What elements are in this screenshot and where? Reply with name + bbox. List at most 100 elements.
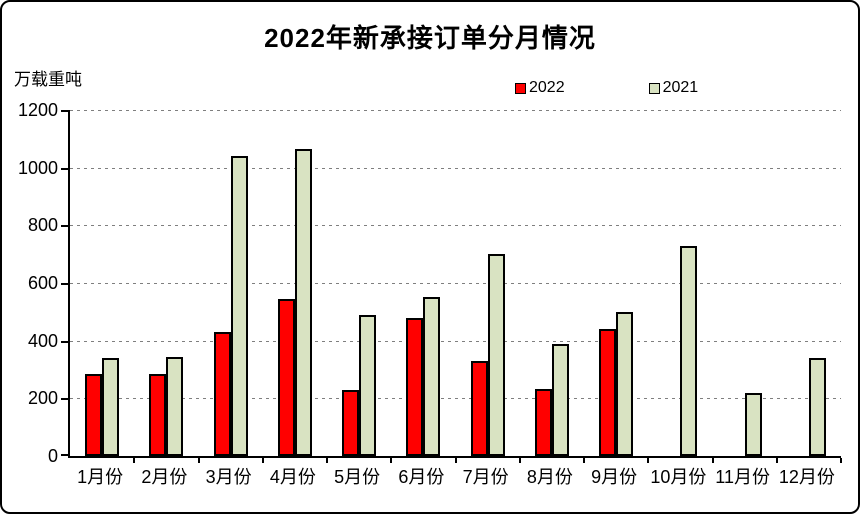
- bar-group: [728, 393, 762, 456]
- bar-2021: [166, 357, 184, 456]
- bar-2021: [487, 254, 505, 456]
- x-axis-tick: [454, 458, 457, 463]
- x-axis-tick: [840, 458, 842, 463]
- bar-group: [213, 156, 248, 456]
- bar-group: [406, 297, 441, 456]
- x-axis-label: 11月份: [715, 467, 770, 487]
- bar-2021: [423, 297, 441, 456]
- y-tick-label: 800: [27, 215, 58, 236]
- bar-group: [792, 357, 826, 456]
- y-tick-label: 1200: [17, 100, 58, 120]
- legend-label: 2022: [529, 79, 565, 96]
- gridline-1000: [70, 167, 841, 169]
- bar-group: [599, 311, 634, 456]
- plot-area: [61, 110, 842, 463]
- bar-2022: [599, 329, 617, 456]
- x-axis-label: 6月份: [398, 467, 445, 487]
- legend-swatch-2021: [648, 82, 660, 94]
- x-axis-tick: [518, 458, 521, 463]
- legend-item-2021: 2021: [648, 79, 699, 97]
- bar-2021: [680, 245, 698, 456]
- bar-2022: [277, 298, 295, 456]
- category-cell: [391, 110, 455, 456]
- y-tick-label: 0: [47, 446, 58, 466]
- category-cell: [648, 110, 712, 456]
- y-tick-label: 400: [27, 330, 58, 351]
- y-tick-label: 600: [27, 273, 58, 293]
- x-axis-label: 9月份: [591, 467, 638, 487]
- bar-group: [663, 245, 698, 456]
- legend-label: 2021: [662, 79, 699, 96]
- y-axis-tick: [61, 340, 68, 343]
- category-cell: [520, 110, 584, 456]
- bar-group: [149, 357, 184, 456]
- x-axis-tick: [390, 458, 393, 463]
- x-axis-tick: [711, 458, 714, 463]
- x-axis-label: 1月份: [77, 467, 124, 487]
- bar-2022: [342, 389, 360, 456]
- bar-2022: [85, 373, 103, 456]
- bar-2022: [213, 332, 231, 456]
- bar-2022: [534, 389, 552, 456]
- bar-group: [342, 314, 377, 456]
- category-cell: [199, 110, 263, 456]
- bar-2021: [294, 148, 312, 456]
- category-cell: [584, 110, 648, 456]
- category-cell: [263, 110, 327, 456]
- x-axis-label: 4月份: [269, 467, 316, 487]
- x-axis-label: 7月份: [462, 467, 509, 487]
- y-axis-tick: [61, 110, 68, 112]
- y-axis-tick: [61, 167, 68, 170]
- bar-2021: [359, 314, 377, 456]
- x-axis-tick: [133, 458, 136, 463]
- x-axis-label: 3月份: [205, 467, 252, 487]
- x-axis-tick: [197, 458, 200, 463]
- bar-group: [470, 254, 505, 456]
- legend-item-2022: 2022: [515, 79, 565, 97]
- gridline-800: [70, 225, 841, 227]
- x-axis-label: 5月份: [334, 467, 381, 487]
- y-tick-label: 1000: [17, 157, 58, 178]
- x-axis-tick: [583, 458, 585, 463]
- bar-group: [534, 343, 569, 456]
- category-cell: [777, 110, 841, 456]
- x-axis-label: 8月份: [526, 467, 573, 487]
- y-axis-tick: [61, 454, 68, 456]
- bar-2021: [616, 311, 634, 456]
- x-axis-tick: [775, 458, 778, 463]
- bar-2021: [808, 357, 826, 456]
- gridline-400: [70, 340, 841, 342]
- y-axis-tick: [61, 225, 68, 228]
- bar-group: [85, 357, 120, 456]
- x-axis-label: 12月份: [778, 467, 835, 487]
- legend: 2022 2021: [515, 79, 698, 97]
- x-axis-label: 2月份: [141, 467, 188, 487]
- y-axis-tick: [61, 283, 68, 285]
- y-axis-tick: [61, 398, 68, 401]
- chart-title: 2022年新承接订单分月情况: [264, 23, 596, 53]
- category-cell: [456, 110, 520, 456]
- bar-2022: [406, 318, 424, 456]
- legend-swatch-2022: [515, 82, 526, 94]
- category-cell: [327, 110, 391, 456]
- x-axis-tick: [647, 458, 650, 463]
- gridline-600: [70, 283, 841, 284]
- bar-2021: [230, 156, 248, 456]
- category-cell: [713, 110, 777, 456]
- bar-group: [277, 148, 312, 456]
- gridline-1200: [70, 110, 841, 111]
- bar-2021: [551, 343, 569, 456]
- y-tick-label: 200: [27, 388, 58, 409]
- gridline-200: [70, 398, 841, 400]
- bar-2022: [149, 373, 167, 456]
- category-cell: [70, 110, 134, 456]
- x-axis-tick: [261, 458, 264, 463]
- category-cell: [134, 110, 198, 456]
- bar-2022: [470, 360, 488, 456]
- x-axis-tick: [326, 458, 328, 463]
- y-axis-unit-label: 万载重吨: [14, 70, 82, 89]
- bar-2021: [102, 357, 120, 456]
- x-axis-label: 10月份: [650, 467, 707, 487]
- bar-2021: [744, 393, 762, 456]
